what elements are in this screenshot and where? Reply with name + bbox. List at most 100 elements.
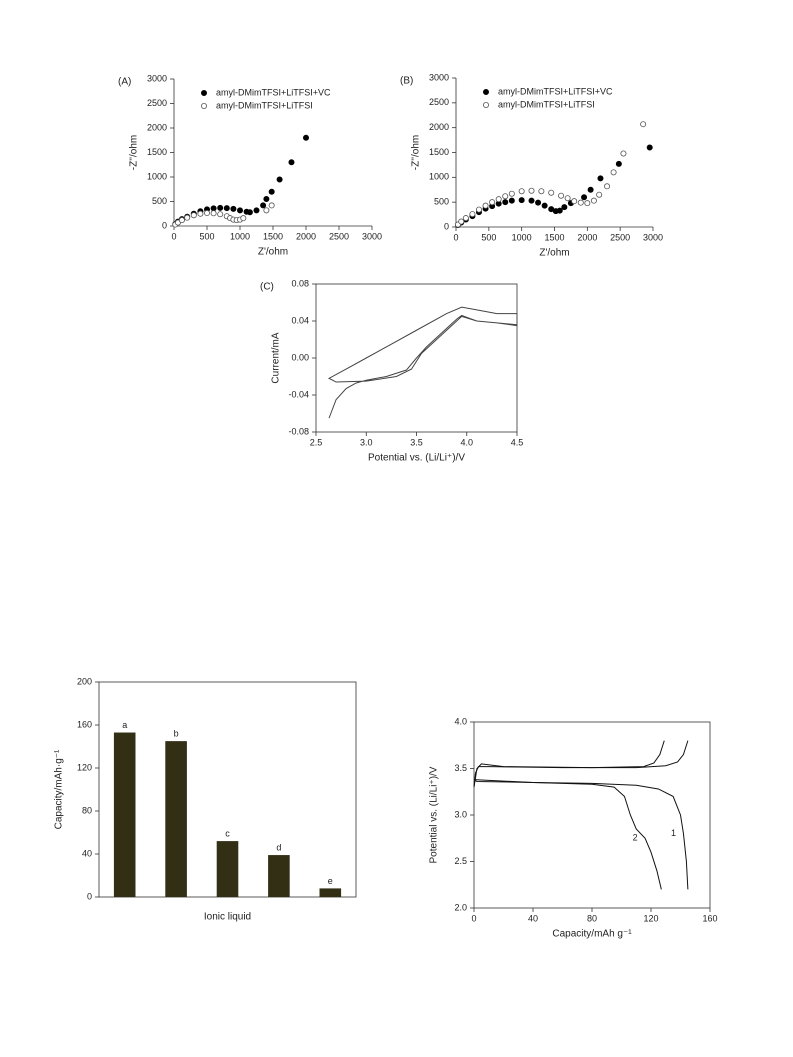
y-tick-label: -0.08 (288, 426, 309, 436)
y-tick-label: 80 (82, 805, 92, 815)
x-axis-label: Z'/ohm (258, 247, 288, 258)
bar (113, 732, 136, 897)
y-tick-label: 0 (87, 891, 92, 901)
data-point (587, 186, 594, 193)
curve-label: 1 (671, 828, 676, 838)
data-point (184, 214, 191, 221)
curve-label: 2 (633, 833, 638, 843)
x-tick-label: 80 (587, 913, 597, 923)
y-tick-label: 2.5 (454, 856, 467, 866)
x-axis-label: Capacity/mAh g⁻¹ (552, 929, 632, 940)
x-tick-label: 4.5 (511, 437, 524, 447)
y-tick-label: 0.00 (291, 352, 309, 362)
data-point (223, 205, 230, 212)
y-axis-label: Current/mA (271, 332, 282, 383)
data-point (263, 196, 270, 203)
data-point (597, 175, 604, 182)
plot-frame (473, 721, 711, 909)
y-tick-label: 1000 (429, 172, 449, 182)
bar (319, 888, 342, 897)
data-point (230, 205, 237, 212)
data-point (571, 198, 578, 205)
y-tick-label: 2000 (429, 122, 449, 132)
data-point (217, 211, 224, 218)
data-point (495, 196, 502, 203)
legend-label: amyl-DMimTFSI+LiTFSI (498, 99, 595, 109)
y-axis-label: -Z''/ohm (411, 135, 422, 171)
y-tick-label: 160 (77, 719, 92, 729)
y-tick-label: 500 (152, 196, 167, 206)
y-tick-label: 2000 (147, 122, 167, 132)
y-tick-label: 1500 (429, 147, 449, 157)
data-line (327, 306, 518, 419)
panel-label: (C) (260, 282, 274, 293)
data-point (564, 195, 571, 202)
data-point (260, 202, 267, 209)
data-point (535, 199, 542, 206)
y-tick-label: 0 (444, 221, 449, 231)
data-point (590, 197, 597, 204)
x-tick-label: 0 (453, 232, 458, 242)
x-axis-label: Potential vs. (Li/Li⁺)/V (368, 453, 465, 464)
y-tick-label: 3000 (429, 72, 449, 82)
data-point (276, 176, 283, 183)
y-tick-label: 3000 (147, 73, 167, 83)
data-point (240, 215, 247, 222)
panel-label: (A) (118, 77, 131, 88)
data-point (584, 200, 591, 207)
data-point (610, 169, 617, 176)
data-point (548, 189, 555, 196)
y-tick-label: 200 (77, 676, 92, 686)
x-tick-label: 500 (199, 231, 214, 241)
data-point (556, 207, 563, 214)
x-tick-label: 1500 (263, 231, 283, 241)
data-point (508, 190, 515, 197)
data-point (558, 192, 565, 199)
y-tick-label: -0.04 (288, 389, 309, 399)
data-point (620, 150, 627, 157)
bar-label: a (122, 720, 127, 730)
data-point (210, 210, 217, 217)
data-point (210, 205, 217, 212)
y-tick-label: 3.5 (454, 763, 467, 773)
y-tick-label: 0.08 (291, 278, 309, 288)
y-tick-label: 2.0 (454, 902, 467, 912)
data-line (473, 740, 665, 890)
y-tick-label: 40 (82, 848, 92, 858)
legend-label: amyl-DMimTFSI+LiTFSI (216, 100, 313, 110)
data-point (302, 134, 309, 141)
x-axis-label: Z'/ohm (539, 248, 569, 259)
x-tick-label: 2500 (610, 232, 630, 242)
data-point (561, 204, 568, 211)
y-tick-label: 2500 (147, 98, 167, 108)
y-tick-label: 0 (162, 220, 167, 230)
y-tick-label: 3.0 (454, 809, 467, 819)
data-point (458, 218, 465, 225)
legend-marker (482, 102, 489, 109)
x-tick-label: 500 (481, 232, 496, 242)
data-point (462, 215, 469, 222)
legend-label: amyl-DMimTFSI+LiTFSI+VC (216, 87, 331, 97)
x-tick-label: 1500 (544, 232, 564, 242)
bar (165, 741, 187, 897)
data-point (190, 212, 197, 219)
data-point (538, 188, 545, 195)
x-tick-label: 40 (528, 913, 538, 923)
y-tick-label: 1000 (147, 171, 167, 181)
legend-marker (482, 89, 489, 96)
data-point (581, 194, 588, 201)
data-point (268, 202, 275, 209)
x-tick-label: 2000 (577, 232, 597, 242)
y-axis-label: Capacity/mAh·g⁻¹ (54, 749, 65, 829)
x-tick-label: 4.0 (460, 437, 473, 447)
x-tick-label: 3000 (362, 231, 382, 241)
legend-label: amyl-DMimTFSI+LiTFSI+VC (498, 86, 613, 96)
panel-label: (B) (400, 76, 413, 87)
data-point (604, 183, 611, 190)
bar-label: d (276, 842, 281, 852)
y-tick-label: 1500 (147, 147, 167, 157)
y-tick-label: 2500 (429, 97, 449, 107)
data-point (508, 197, 515, 204)
